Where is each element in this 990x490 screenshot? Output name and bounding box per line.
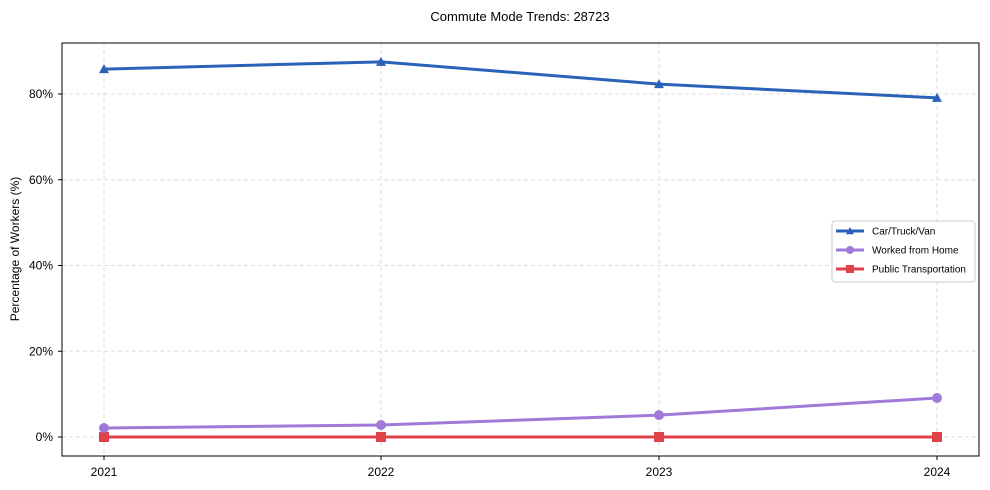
circle-marker (654, 410, 664, 421)
circle-marker (932, 392, 942, 403)
series-line (103, 396, 938, 430)
square-marker (932, 432, 942, 442)
legend-item: Public Transportation (836, 265, 966, 276)
circle-marker (376, 419, 386, 430)
y-tick-label: 20% (29, 344, 53, 358)
y-tick-label: 80% (29, 87, 53, 101)
series-line (103, 60, 938, 100)
plot-frame (61, 42, 980, 457)
circle-marker (846, 246, 854, 254)
chart-title: Commute Mode Trends: 28723 (430, 9, 609, 24)
series-worked-from-home (99, 392, 942, 433)
triangle-marker (654, 79, 664, 89)
legend: Car/Truck/Van Worked from Home Public Tran… (831, 220, 976, 283)
square-marker (99, 432, 109, 442)
triangle-marker (846, 227, 854, 235)
legend-item: Worked from Home (836, 246, 959, 257)
triangle-marker (932, 92, 942, 102)
series-public-transportation (99, 432, 942, 442)
legend-box (831, 220, 976, 283)
triangle-marker (99, 64, 109, 74)
y-axis-label: Percentage of Workers (%) (8, 177, 22, 322)
legend-item: Car/Truck/Van (836, 227, 935, 238)
x-axis: 2021 2022 2023 2024 (91, 456, 951, 479)
x-tick-label: 2023 (646, 465, 673, 479)
y-tick-label: 60% (29, 173, 53, 187)
y-tick-label: 0% (36, 430, 54, 444)
triangle-marker (376, 56, 386, 66)
series-lines (99, 56, 942, 442)
square-marker (376, 432, 386, 442)
x-tick-label: 2021 (91, 465, 118, 479)
square-marker (846, 265, 854, 273)
y-tick-label: 40% (29, 259, 53, 273)
circle-marker (99, 422, 109, 433)
legend-label: Worked from Home (872, 246, 959, 257)
series-car-truck-van (99, 56, 942, 102)
x-tick-label: 2024 (924, 465, 951, 479)
x-tick-label: 2022 (368, 465, 395, 479)
y-axis: 0% 20% 40% 60% 80% (29, 87, 62, 444)
square-marker (654, 432, 664, 442)
legend-label: Car/Truck/Van (872, 227, 935, 238)
legend-label: Public Transportation (872, 265, 966, 276)
